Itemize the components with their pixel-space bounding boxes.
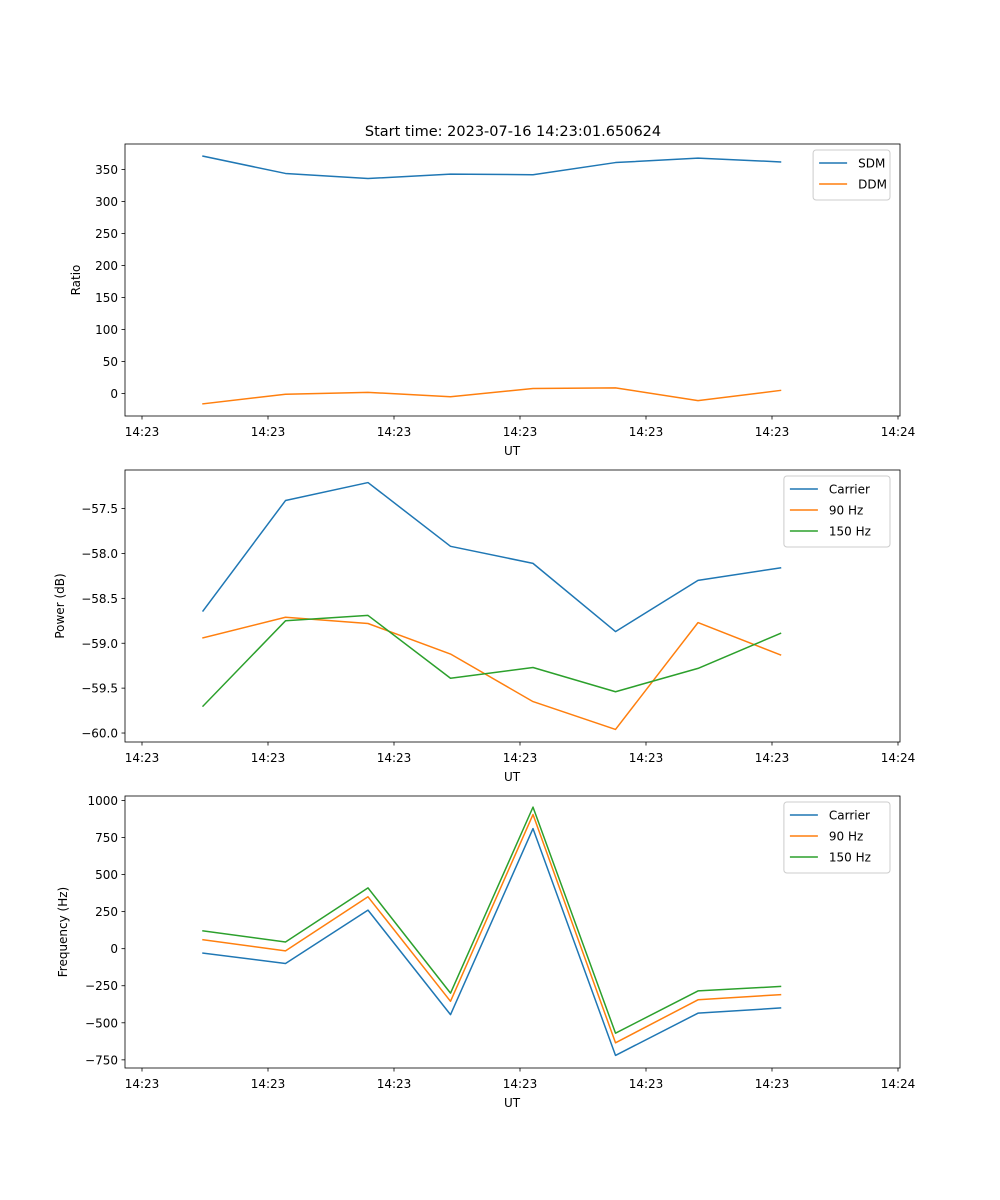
y-tick-label: −59.0 — [81, 637, 118, 651]
x-tick-label: 14:23 — [251, 751, 286, 765]
x-tick-label: 14:23 — [125, 425, 160, 439]
legend-label: Carrier — [829, 809, 870, 823]
y-axis-label: Frequency (Hz) — [56, 887, 70, 978]
y-tick-label: −58.5 — [81, 592, 118, 606]
x-tick-label: 14:23 — [377, 751, 412, 765]
y-tick-label: −59.5 — [81, 682, 118, 696]
series-line-carrier — [202, 827, 782, 1057]
y-tick-label: 0 — [110, 387, 118, 401]
y-tick-label: −250 — [85, 979, 118, 993]
legend-label: SDM — [858, 157, 885, 171]
legend-label: DDM — [858, 178, 887, 192]
axes-frame — [124, 795, 901, 1069]
y-tick-label: 200 — [95, 259, 118, 273]
legend: Carrier 90 Hz 150 Hz — [783, 475, 891, 548]
legend: SDM DDM — [812, 149, 891, 201]
x-axis-label: UT — [504, 1096, 521, 1110]
axes-frame — [124, 143, 901, 417]
y-tick-label: 250 — [95, 227, 118, 241]
y-tick-label: 250 — [95, 905, 118, 919]
x-tick-label: 14:23 — [125, 1077, 160, 1091]
y-tick-label: 300 — [95, 195, 118, 209]
chart-panel-1: 0 50 100 150 200 250 300 350 14:23 14:23 14:23 14:2… — [69, 143, 916, 458]
legend-label: 90 Hz — [829, 504, 863, 518]
chart-panel-3: −750 −500 −250 0 250 500 750 1000 14:23 14:23 14:2… — [56, 794, 915, 1110]
y-tick-label: −57.5 — [81, 502, 118, 516]
y-tick-label: −60.0 — [81, 727, 118, 741]
x-axis-label: UT — [504, 444, 521, 458]
y-tick-label: 50 — [103, 355, 118, 369]
x-tick-label: 14:23 — [503, 751, 538, 765]
x-tick-label: 14:23 — [377, 425, 412, 439]
x-tick-label: 14:24 — [881, 751, 916, 765]
series-line-90-hz — [202, 813, 782, 1044]
x-tick-label: 14:23 — [755, 1077, 790, 1091]
x-axis-label: UT — [504, 770, 521, 784]
series-line-90-hz — [202, 616, 782, 731]
x-tick-label: 14:23 — [755, 751, 790, 765]
x-tick-label: 14:23 — [125, 751, 160, 765]
legend-label: Carrier — [829, 483, 870, 497]
series-line-carrier — [201, 481, 782, 633]
series-line-150-hz — [202, 806, 782, 1034]
series-line-150-hz — [201, 614, 782, 708]
y-axis-label: Power (dB) — [53, 573, 67, 638]
series-line-sdm — [202, 155, 782, 180]
x-tick-label: 14:23 — [755, 425, 790, 439]
y-tick-label: 500 — [95, 868, 118, 882]
y-tick-label: 0 — [110, 942, 118, 956]
x-tick-label: 14:23 — [251, 1077, 286, 1091]
y-tick-label: 150 — [95, 291, 118, 305]
y-tick-label: −750 — [85, 1053, 118, 1067]
x-tick-label: 14:23 — [629, 751, 664, 765]
legend: Carrier 90 Hz 150 Hz — [783, 801, 891, 874]
x-tick-label: 14:23 — [503, 425, 538, 439]
legend-box — [783, 801, 891, 874]
y-tick-label: 350 — [95, 163, 118, 177]
legend-label: 150 Hz — [829, 851, 871, 865]
x-tick-label: 14:23 — [629, 425, 664, 439]
legend-label: 150 Hz — [829, 525, 871, 539]
y-tick-label: 1000 — [87, 794, 118, 808]
x-tick-label: 14:23 — [377, 1077, 412, 1091]
chart-panel-2: −60.0 −59.5 −59.0 −58.5 −58.0 −57.5 14:23 14:23… — [53, 469, 916, 784]
x-tick-label: 14:23 — [629, 1077, 664, 1091]
axes-frame — [124, 469, 901, 743]
series-line-ddm — [202, 387, 782, 405]
figure-title: Start time: 2023-07-16 14:23:01.650624 — [365, 124, 661, 140]
x-tick-label: 14:23 — [503, 1077, 538, 1091]
y-tick-label: 750 — [95, 831, 118, 845]
x-tick-label: 14:24 — [881, 425, 916, 439]
x-tick-label: 14:23 — [251, 425, 286, 439]
y-tick-label: −500 — [85, 1016, 118, 1030]
y-tick-label: 100 — [95, 323, 118, 337]
legend-box — [783, 475, 891, 548]
y-axis-label: Ratio — [69, 265, 83, 296]
legend-label: 90 Hz — [829, 830, 863, 844]
x-tick-label: 14:24 — [881, 1077, 916, 1091]
y-tick-label: −58.0 — [81, 547, 118, 561]
